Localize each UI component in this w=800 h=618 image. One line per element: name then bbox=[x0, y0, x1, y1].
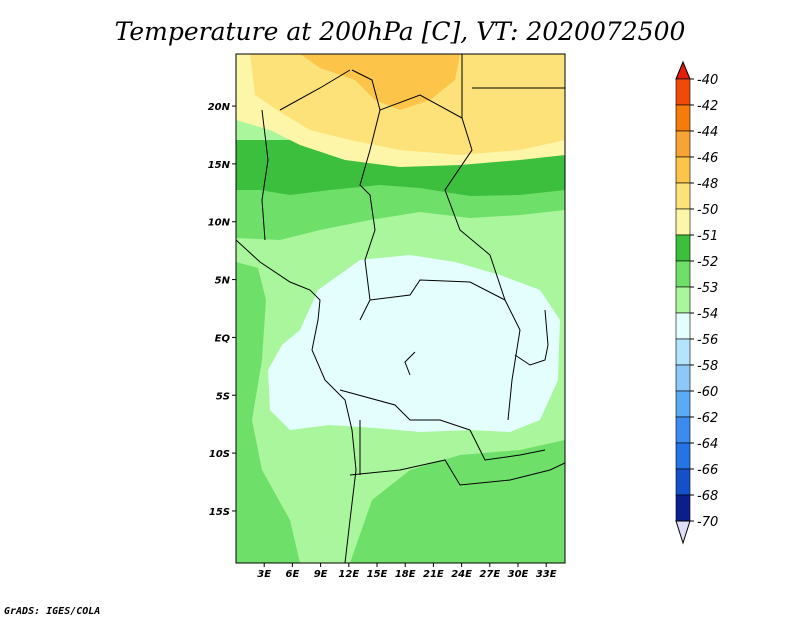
y-tick-label: 15N bbox=[208, 160, 231, 171]
x-axis: 3E 6E 9E 12E 15E 18E 21E 24E 27E 30E 33E bbox=[257, 563, 557, 580]
field-orange-core bbox=[300, 54, 460, 110]
colorbar-swatch bbox=[675, 234, 691, 262]
field-mid-green-south bbox=[350, 440, 565, 563]
x-tick-label: 30E bbox=[508, 569, 529, 580]
colorbar-swatch bbox=[675, 416, 691, 444]
colorbar-tick-label: -62 bbox=[697, 411, 718, 426]
y-tick-label: 10N bbox=[208, 218, 231, 229]
y-tick-label: EQ bbox=[215, 333, 231, 344]
colorbar-tick-label: -70 bbox=[697, 515, 718, 530]
colorbar-swatch bbox=[675, 130, 691, 158]
colorbar-swatch bbox=[675, 208, 691, 236]
colorbar-tick-label: -40 bbox=[697, 73, 718, 88]
colorbar-tick-label: -44 bbox=[697, 125, 718, 140]
colorbar-swatch bbox=[675, 260, 691, 288]
grads-credit: GrADS: IGES/COLA bbox=[4, 606, 100, 617]
colorbar-swatch bbox=[675, 182, 691, 210]
x-tick-label: 18E bbox=[395, 569, 416, 580]
colorbar-swatch bbox=[675, 104, 691, 132]
colorbar-swatch bbox=[675, 442, 691, 470]
colorbar-top-arrow bbox=[675, 60, 691, 80]
map-frame bbox=[235, 53, 566, 564]
colorbar-swatch bbox=[675, 494, 691, 522]
colorbar-tick-label: -58 bbox=[697, 359, 718, 374]
colorbar-swatch bbox=[675, 312, 691, 340]
colorbar-tick-label: -52 bbox=[697, 255, 718, 270]
field-cyan-core bbox=[268, 255, 560, 432]
y-tick-label: 10S bbox=[209, 449, 230, 460]
colorbar-swatch bbox=[675, 364, 691, 392]
x-tick-label: 12E bbox=[338, 569, 359, 580]
colorbar-swatch bbox=[675, 286, 691, 314]
colorbar-tick-label: -66 bbox=[697, 463, 718, 478]
colorbar-tick-label: -48 bbox=[697, 177, 718, 192]
y-tick-label: 15S bbox=[209, 507, 230, 518]
colorbar-tick-label: -64 bbox=[697, 437, 718, 452]
y-tick-label: 5S bbox=[216, 391, 230, 402]
colorbar-tick-label: -50 bbox=[697, 203, 718, 218]
colorbar-tick-label: -68 bbox=[697, 489, 718, 504]
y-tick-label: 20N bbox=[208, 102, 231, 113]
x-tick-label: 15E bbox=[367, 569, 388, 580]
x-tick-label: 6E bbox=[286, 569, 300, 580]
colorbar-tick-label: -54 bbox=[697, 307, 718, 322]
colorbar-tick-label: -51 bbox=[697, 229, 718, 244]
colorbar-swatch bbox=[675, 156, 691, 184]
map-panel bbox=[235, 53, 566, 564]
y-axis: 20N 15N 10N 5N EQ 5S 10S 15S bbox=[208, 102, 236, 518]
colorbar-tick-label: -60 bbox=[697, 385, 718, 400]
colorbar-tick-label: -46 bbox=[697, 151, 718, 166]
colorbar-swatch bbox=[675, 468, 691, 496]
x-tick-label: 33E bbox=[536, 569, 557, 580]
colorbar-swatch bbox=[675, 338, 691, 366]
field-dark-green-band bbox=[236, 140, 565, 196]
x-tick-label: 24E bbox=[451, 569, 472, 580]
colorbar-tick-label: -42 bbox=[697, 99, 718, 114]
x-tick-label: 9E bbox=[314, 569, 328, 580]
colorbar-tick-label: -53 bbox=[697, 281, 718, 296]
colorbar-tick-label: -56 bbox=[697, 333, 718, 348]
map-borders bbox=[236, 54, 565, 563]
colorbar-swatch bbox=[675, 390, 691, 418]
x-tick-label: 27E bbox=[479, 569, 500, 580]
colorbar-bottom-arrow bbox=[675, 520, 691, 545]
colorbar: -40 -42 -44 -46 -48 -50 -51 -52 -53 -54 -56 -58 -60 -… bbox=[675, 60, 718, 545]
chart-title: Temperature at 200hPa [C], VT: 202007250… bbox=[115, 17, 686, 46]
x-tick-label: 3E bbox=[257, 569, 271, 580]
y-tick-label: 5N bbox=[215, 276, 231, 287]
field-mid-green-west bbox=[236, 54, 300, 563]
x-tick-label: 21E bbox=[423, 569, 444, 580]
colorbar-swatch bbox=[675, 78, 691, 106]
